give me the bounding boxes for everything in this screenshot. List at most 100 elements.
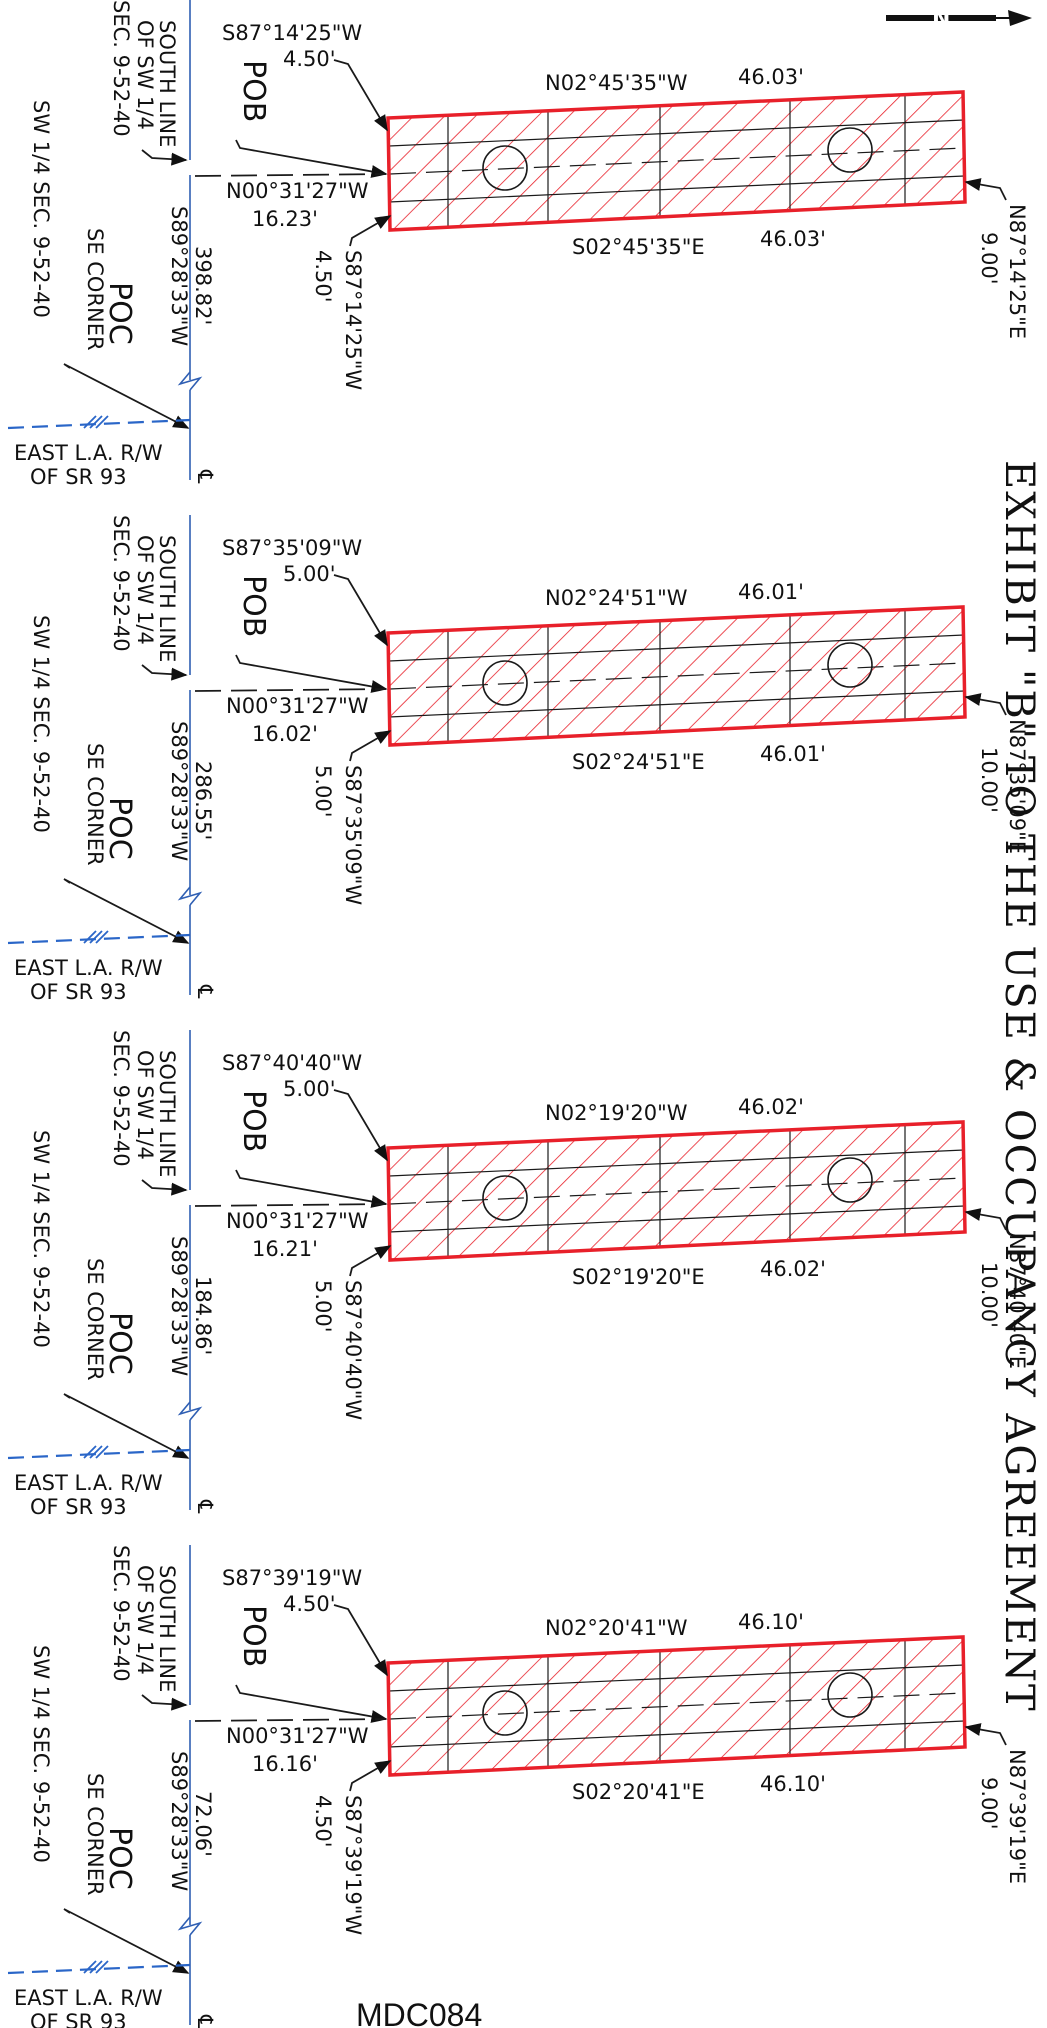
parcel-panel-4: N02°20'41"W 46.10' S02°20'41"E 46.10' S87°39… <box>7 1545 1029 2028</box>
row-label-2: OF SR 93 <box>30 2010 127 2028</box>
parcel-panel-3: N02°19'20"W 46.02' S02°19'20"E 46.02' S87°40… <box>7 1030 1029 1519</box>
poc-arrow <box>63 363 190 429</box>
south-side-length: 46.10' <box>760 1772 826 1796</box>
break-symbol-icon <box>177 371 203 391</box>
parcel-panel-1: N02°45'35"W 46.03' S02°45'35"E 46.03' S87°14… <box>7 0 1029 489</box>
parcel-centerline <box>389 662 965 690</box>
bottom-callout-arrow <box>349 1245 392 1277</box>
parcel-grid-line <box>388 1149 965 1177</box>
south-line-arrow <box>141 1694 188 1711</box>
pole-circle-icon <box>482 1690 528 1736</box>
parcel-panel-2: N02°24'51"W 46.01' S02°24'51"E 46.01' S87°35… <box>7 515 1029 1004</box>
poc-arrow <box>63 1908 190 1974</box>
bottom-callout-bearing: S87°40'40"W <box>341 1280 365 1420</box>
sw-quarter-label: SW 1/4 SEC. 9-52-40 <box>29 1130 53 1348</box>
east-callout-arrow <box>964 693 1007 716</box>
tie-line <box>194 1718 387 1722</box>
parcel-centerline <box>389 1177 965 1205</box>
top-callout-arrow <box>333 1089 388 1162</box>
poc-distance: 398.82' <box>191 246 215 325</box>
bottom-callout-arrow <box>349 730 392 762</box>
poc-distance: 72.06' <box>191 1791 215 1857</box>
east-callout-arrow <box>964 1723 1007 1746</box>
top-callout-distance: 5.00' <box>283 562 336 586</box>
parcel-boundary <box>386 90 967 232</box>
south-side-length: 46.02' <box>760 1257 826 1281</box>
bottom-callout-distance: 5.00' <box>311 1280 335 1333</box>
pob-label: POB <box>236 575 271 637</box>
sw-quarter-label: SW 1/4 SEC. 9-52-40 <box>29 100 53 318</box>
row-line-blue <box>7 1963 191 1975</box>
parcel-grid-line <box>388 1664 965 1692</box>
row-label-1: EAST L.A. R/W <box>14 441 163 465</box>
baseline-bearing: S89°28'33"W <box>167 206 191 346</box>
bottom-callout-bearing: S87°14'25"W <box>341 250 365 390</box>
pole-circle-icon <box>827 127 873 173</box>
row-hatch-icon <box>83 1445 109 1459</box>
south-line-label-3: SEC. 9-52-40 <box>109 1030 133 1167</box>
bottom-callout-distance: 4.50' <box>311 250 335 303</box>
pole-circle-icon <box>482 145 528 191</box>
pob-arrow <box>235 139 388 178</box>
south-line-label-2: OF SW 1/4 <box>133 20 157 130</box>
south-line-label-1: SOUTH LINE <box>155 535 179 662</box>
pob-label: POB <box>236 1090 271 1152</box>
row-label-2: OF SR 93 <box>30 1495 127 1519</box>
exhibit-title: EXHIBIT "B" TO THE USE & OCCUPANCY AGREE… <box>996 460 1042 1713</box>
se-corner-label: SE CORNER <box>83 228 107 351</box>
east-callout-arrow <box>964 178 1007 201</box>
south-line-label-3: SEC. 9-52-40 <box>109 515 133 652</box>
north-side-bearing: N02°45'35"W <box>545 71 688 95</box>
north-side-length: 46.01' <box>738 580 804 604</box>
tie-bearing: N00°31'27"W <box>226 694 369 718</box>
east-callout-distance: 9.00' <box>977 1777 1001 1830</box>
tie-distance: 16.16' <box>252 1752 318 1776</box>
tie-bearing: N00°31'27"W <box>226 1724 369 1748</box>
east-callout-arrow <box>964 1208 1007 1231</box>
bottom-callout-arrow <box>349 215 392 247</box>
south-side-bearing: S02°19'20"E <box>572 1265 705 1289</box>
break-symbol-icon <box>177 1916 203 1936</box>
row-hatch-icon <box>83 415 109 429</box>
south-line-label-2: OF SW 1/4 <box>133 1565 157 1675</box>
pole-circle-icon <box>482 660 528 706</box>
pob-label: POB <box>236 60 271 122</box>
pob-arrow <box>235 1169 388 1208</box>
row-label-2: OF SR 93 <box>30 465 127 489</box>
bottom-callout-distance: 5.00' <box>311 765 335 818</box>
south-side-length: 46.03' <box>760 227 826 251</box>
tie-distance: 16.21' <box>252 1237 318 1261</box>
row-hatch-icon <box>83 1960 109 1974</box>
south-line-label-1: SOUTH LINE <box>155 20 179 147</box>
south-line-label-1: SOUTH LINE <box>155 1565 179 1692</box>
centerline-symbol-icon: ℄ <box>193 1499 217 1514</box>
south-side-length: 46.01' <box>760 742 826 766</box>
parcel-grid-line <box>388 119 965 147</box>
pob-label: POB <box>236 1605 271 1667</box>
tie-line <box>194 1203 387 1207</box>
parcel-grid-line <box>388 634 965 662</box>
east-callout-bearing: N87°14'25"E <box>1005 204 1029 339</box>
poc-distance: 286.55' <box>191 761 215 840</box>
centerline-symbol-icon: ℄ <box>193 469 217 484</box>
poc-distance: 184.86' <box>191 1276 215 1355</box>
south-line-label-2: OF SW 1/4 <box>133 535 157 645</box>
top-callout-bearing: S87°39'19"W <box>222 1566 362 1590</box>
parcel-centerline <box>389 147 965 175</box>
top-callout-bearing: S87°35'09"W <box>222 536 362 560</box>
east-callout-distance: 10.00' <box>977 1262 1001 1328</box>
tie-line <box>194 173 387 177</box>
bottom-callout-distance: 4.50' <box>311 1795 335 1848</box>
north-side-bearing: N02°24'51"W <box>545 586 688 610</box>
south-line-label-1: SOUTH LINE <box>155 1050 179 1177</box>
parcel-boundary <box>386 605 967 747</box>
poc-arrow <box>63 1393 190 1459</box>
north-arrow-icon: N <box>886 7 1032 32</box>
south-line-label-3: SEC. 9-52-40 <box>109 0 133 137</box>
document-id: MDC084 <box>356 1997 482 2028</box>
bottom-callout-bearing: S87°35'09"W <box>341 765 365 905</box>
baseline-bearing: S89°28'33"W <box>167 1236 191 1376</box>
pole-circle-icon <box>827 1672 873 1718</box>
north-side-length: 46.10' <box>738 1610 804 1634</box>
parcel-grid-line <box>388 1720 965 1748</box>
